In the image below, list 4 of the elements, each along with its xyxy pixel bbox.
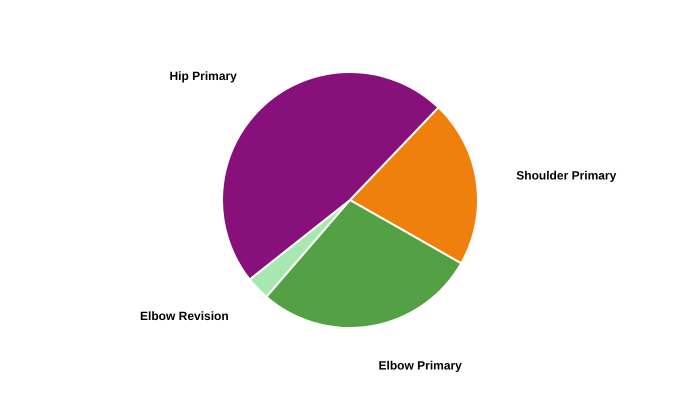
slice-label: Elbow Primary — [378, 358, 462, 373]
slice-label: Elbow Revision — [140, 309, 229, 324]
slice-label: Shoulder Primary — [516, 168, 617, 183]
slice-label: Hip Primary — [169, 68, 238, 83]
